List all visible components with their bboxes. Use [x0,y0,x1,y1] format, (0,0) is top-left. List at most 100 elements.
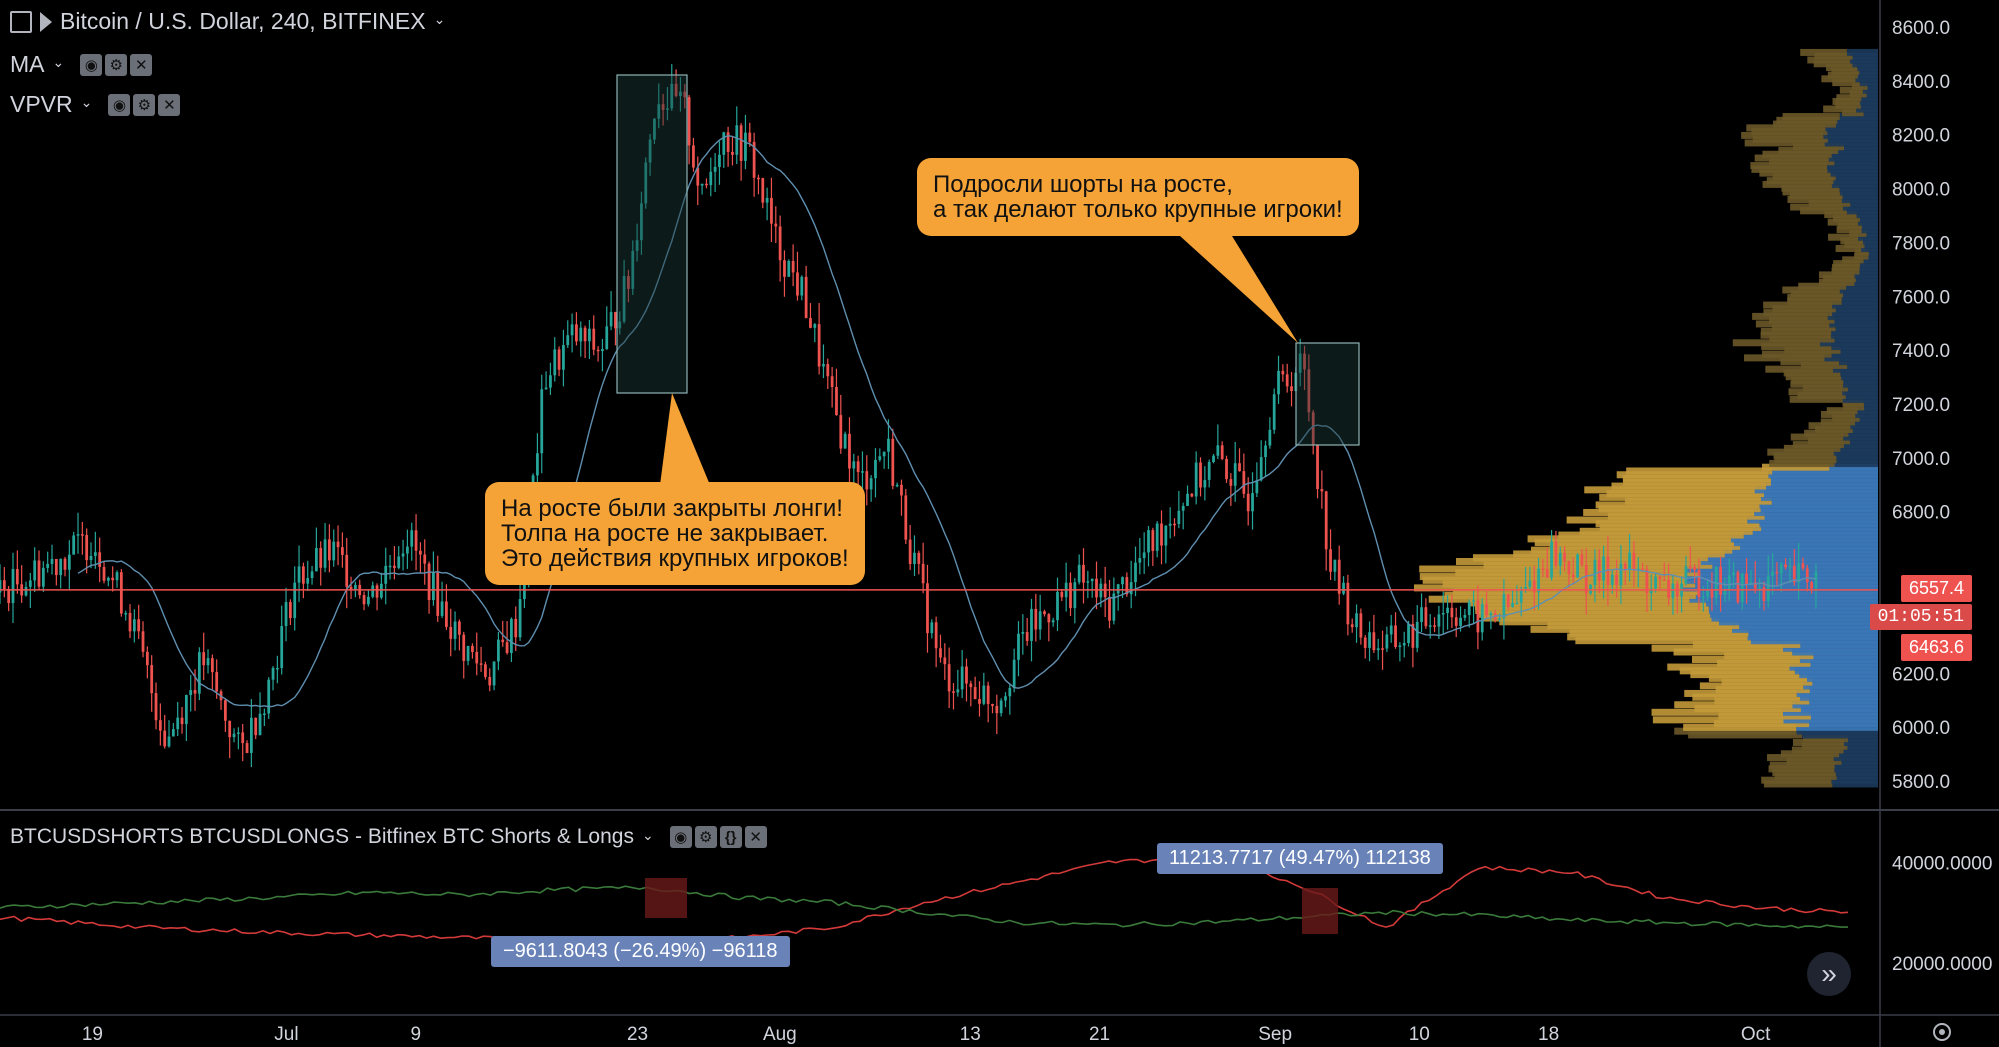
candle [1710,572,1714,612]
chevron-down-icon[interactable]: ⌄ [80,94,93,110]
candle [735,106,739,165]
time-axis[interactable]: 19 Jul 9 23 Aug 13 21 Sep 10 18 Oct [82,1024,1771,1045]
eye-icon[interactable]: ◉ [80,53,103,76]
candle [1290,371,1293,407]
vp-bar-up [1799,671,1878,679]
chevron-down-icon[interactable]: ⌄ [433,11,446,27]
vp-bar-down [1842,109,1864,117]
vp-bar-down [1715,686,1810,694]
gear-icon[interactable]: ⚙ [105,53,128,76]
candle [921,542,925,594]
vp-bar-down [1768,765,1835,773]
candle [497,631,500,671]
candle [882,451,886,469]
close-icon[interactable]: ✕ [158,93,181,116]
candle [341,532,344,568]
candle [674,69,678,98]
lower-price-axis[interactable]: 40000.0000 20000.0000 [1892,853,1992,975]
candle [1268,417,1272,449]
candle [1021,614,1025,655]
candle [1545,547,1549,579]
scroll-to-realtime-button[interactable]: » [1807,952,1851,996]
time-tick-label: 10 [1409,1024,1430,1045]
vp-bar-down [1836,94,1862,102]
candle [1532,565,1536,611]
vp-bar-down [1804,429,1849,437]
close-icon[interactable]: ✕ [744,826,767,848]
vp-bar-down [1759,169,1831,177]
candle [1524,567,1527,593]
candle [323,523,327,573]
price-axis[interactable]: 8600.0 8400.0 8200.0 8000.0 7800.0 7600.0 7400… [1892,18,1950,793]
candle [210,654,214,690]
vp-bar-up [1860,101,1878,109]
candle [978,681,981,717]
vp-bar-up [1796,727,1878,735]
vp-bar-up [1846,207,1878,215]
vp-bar-up [1859,97,1878,105]
time-tick-label: 19 [82,1024,103,1045]
vp-bar-up [1813,652,1878,660]
candle [562,329,565,387]
candle [995,694,999,735]
candle [37,550,41,591]
candle [973,676,977,700]
candle [111,566,115,592]
vp-bar-up [1802,731,1878,739]
gear-icon[interactable]: ⚙ [133,93,156,116]
candle [505,621,509,655]
candle [731,136,734,166]
candle [1810,580,1813,594]
vp-bar-down [1774,456,1837,464]
vp-bar-down [1599,493,1761,501]
vp-bar-up [1859,263,1878,271]
settings-gear-icon[interactable] [1933,1023,1951,1041]
vp-bar-up [1832,309,1878,317]
candle [1342,576,1345,596]
gear-icon[interactable]: ⚙ [694,826,717,848]
indicator-legend-ma[interactable]: MA ⌄ ◉ ⚙ ✕ [10,51,153,78]
symbol-legend[interactable]: Bitcoin / U.S. Dollar, 240, BITFINEX ⌄ [10,8,445,35]
candle [1407,620,1410,647]
candle [1753,560,1757,594]
vp-bar-down [1754,154,1829,162]
vp-bar-up [1843,290,1878,298]
chevron-down-icon[interactable]: ⌄ [52,54,65,70]
vp-bar-down [1772,305,1836,313]
candle [1415,605,1419,653]
vp-bar-up [1842,395,1878,403]
vp-bar-up [1834,158,1878,166]
indicator-legend-vpvr[interactable]: VPVR ⌄ ◉ ⚙ ✕ [10,91,181,118]
vp-bar-down [1849,229,1867,237]
candle [401,539,405,571]
candle [514,606,518,652]
candle [306,560,310,592]
vp-bar-up [1846,282,1878,290]
candle [895,482,899,488]
candle [1212,453,1215,464]
candle [679,76,682,112]
vp-bar-up [1850,422,1878,430]
chevron-down-icon[interactable]: ⌄ [641,826,654,843]
code-icon[interactable]: {} [719,826,742,848]
vp-bar-down [1783,369,1841,377]
vp-bar-up [1857,71,1878,79]
vp-bar-down [1786,757,1842,765]
candle [163,714,167,749]
close-icon[interactable]: ✕ [130,53,153,76]
eye-icon[interactable]: ◉ [108,93,131,116]
collapse-icon[interactable] [10,10,32,33]
lower-pane-legend[interactable]: BTCUSDSHORTS BTCUSDLONGS - Bitfinex BTC … [10,825,767,849]
vp-bar-up [1859,79,1878,87]
vp-bar-down [1472,554,1708,562]
candle [813,323,817,343]
vp-bar-down [1622,475,1771,483]
vp-bar-down [1781,184,1840,192]
candle [557,346,561,377]
vp-bar-down [1606,490,1765,498]
vp-bar-down [1717,659,1811,667]
vp-bar-up [1759,501,1878,509]
candle [319,541,323,586]
eye-icon[interactable]: ◉ [669,826,692,848]
